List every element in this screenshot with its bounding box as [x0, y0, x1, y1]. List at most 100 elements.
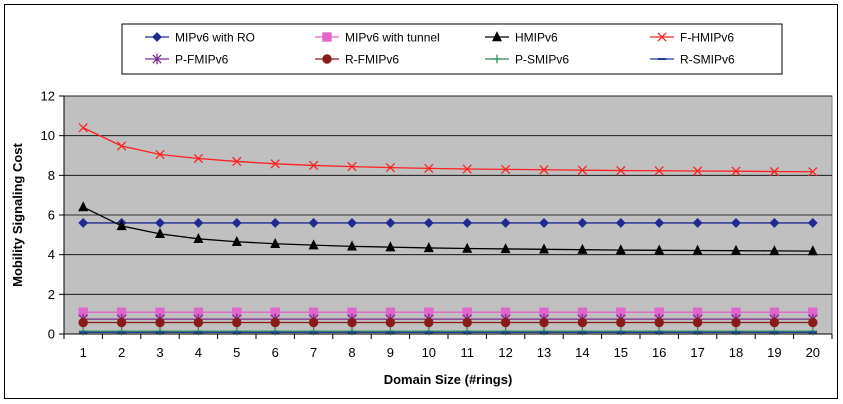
data-point: [577, 165, 588, 175]
data-point: [385, 162, 396, 173]
data-point: [769, 218, 780, 228]
series-2: [78, 201, 818, 256]
data-point: [769, 166, 780, 177]
data-point: [462, 218, 473, 228]
gridlines: [59, 95, 832, 335]
data-point: [78, 218, 89, 228]
legend-item: MIPv6 with tunnel: [315, 31, 440, 45]
data-point: [309, 327, 318, 336]
data-point: [116, 317, 127, 328]
legend-label: R-FMIPv6: [345, 53, 399, 67]
data-point: [270, 317, 280, 328]
series-5: [78, 317, 818, 328]
x-tick-label: 2: [118, 345, 125, 360]
x-tick-label: 8: [348, 345, 355, 360]
series-0: [78, 218, 818, 228]
data-point: [693, 327, 702, 336]
data-point: [731, 327, 741, 336]
data-point: [423, 242, 434, 253]
y-axis-title: Mobility Signaling Cost: [10, 142, 25, 286]
data-point: [654, 166, 664, 176]
data-point: [501, 327, 510, 336]
data-point: [769, 245, 780, 256]
legend-item: HMIPv6: [485, 31, 558, 45]
legend-label: MIPv6 with tunnel: [345, 31, 440, 45]
series-line: [82, 206, 813, 252]
data-point: [78, 317, 88, 328]
legend-item: R-SMIPv6: [650, 53, 735, 67]
data-point: [155, 327, 165, 336]
x-tick-label: 18: [729, 345, 743, 360]
data-point: [808, 167, 818, 177]
data-point: [731, 218, 741, 228]
x-tick-labels: 1 2 3 4 5 6 7 8 9 10 11 12 13 14 15 16 17 18 19 20: [80, 345, 820, 360]
data-point: [270, 159, 280, 169]
data-point: [500, 218, 511, 228]
data-point: [424, 327, 433, 336]
x-tick-label: 5: [233, 345, 240, 360]
data-point: [347, 317, 357, 328]
data-point: [731, 166, 741, 176]
data-point: [578, 327, 587, 336]
data-point: [539, 165, 549, 175]
data-point: [270, 237, 281, 248]
x-tick-label: 10: [422, 345, 436, 360]
x-tick-label: 20: [806, 345, 820, 360]
data-point: [808, 317, 818, 328]
data-point: [616, 317, 626, 328]
series-1: [78, 307, 818, 317]
data-point: [155, 317, 165, 328]
data-point: [769, 317, 780, 328]
x-tick-label: 11: [460, 345, 474, 360]
data-point: [78, 201, 89, 212]
legend-label: MIPv6 with RO: [175, 31, 255, 45]
data-point: [462, 164, 472, 174]
data-point: [655, 327, 664, 336]
data-point: [154, 228, 166, 239]
data-point: [577, 317, 588, 328]
data-point: [692, 317, 703, 328]
data-point: [271, 327, 280, 336]
legend-marker: [322, 54, 332, 64]
data-point: [577, 218, 588, 228]
data-point: [79, 327, 88, 336]
data-point: [654, 218, 665, 228]
data-point: [270, 218, 281, 228]
data-point: [462, 317, 472, 328]
x-tick-label: 1: [80, 345, 87, 360]
x-tick-label: 6: [272, 345, 279, 360]
data-point: [193, 317, 204, 328]
legend-label: P-SMIPv6: [515, 53, 569, 67]
data-point: [654, 244, 665, 255]
series-3: [78, 123, 818, 177]
data-point: [692, 218, 703, 228]
data-point: [385, 218, 396, 228]
data-point: [654, 317, 664, 328]
data-point: [346, 240, 358, 251]
data-point: [770, 327, 779, 336]
data-point: [500, 164, 511, 175]
data-point: [577, 243, 588, 254]
data-point: [500, 317, 511, 328]
legend-marker: [152, 53, 162, 65]
data-point: [615, 218, 626, 228]
x-tick-label: 9: [387, 345, 394, 360]
data-point: [193, 232, 204, 243]
data-point: [232, 327, 241, 336]
y-tick-label: 8: [48, 168, 55, 183]
data-point: [193, 153, 204, 164]
data-point: [692, 244, 703, 255]
data-point: [808, 327, 817, 336]
legend: MIPv6 with RO MIPv6 with tunnel HMIPv6 F-HM…: [145, 31, 735, 67]
x-tick-label: 17: [690, 345, 704, 360]
y-tick-label: 0: [48, 327, 55, 342]
data-point: [807, 218, 818, 228]
legend-item: P-FMIPv6: [145, 53, 229, 67]
data-point: [539, 327, 549, 336]
series-line: [82, 127, 813, 173]
data-point: [347, 327, 357, 336]
data-point: [424, 163, 434, 174]
legend-label: R-SMIPv6: [680, 53, 735, 67]
data-point: [155, 218, 165, 228]
